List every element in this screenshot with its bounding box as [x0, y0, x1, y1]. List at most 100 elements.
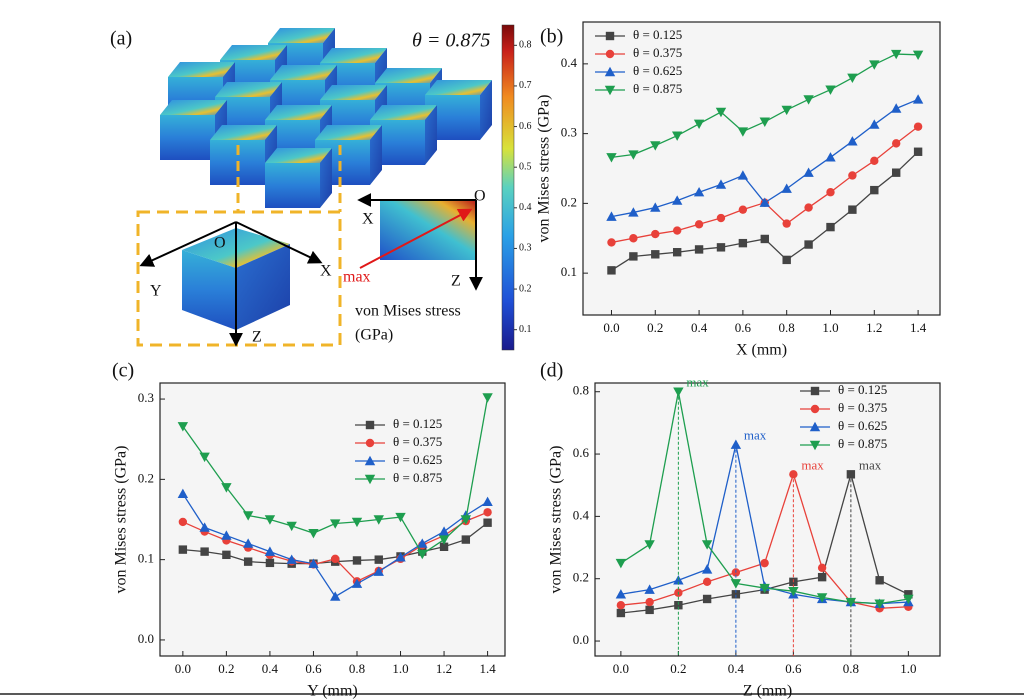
- legend-label: θ = 0.625: [633, 63, 682, 78]
- y-tick-label: 0.4: [561, 55, 578, 70]
- x-tick-label: 0.0: [603, 320, 619, 335]
- cube-face: [370, 125, 382, 185]
- legend-label: θ = 0.125: [393, 416, 442, 431]
- marker: [759, 197, 770, 207]
- marker: [264, 515, 276, 525]
- marker: [650, 202, 661, 212]
- marker: [730, 439, 742, 449]
- x-tick-label: 0.6: [785, 661, 802, 676]
- y-tick-label: 0.6: [573, 445, 590, 460]
- cube-face: [265, 163, 320, 208]
- marker: [616, 608, 626, 618]
- x-tick-label: 0.2: [647, 320, 663, 335]
- marker: [671, 195, 683, 205]
- marker: [395, 552, 406, 562]
- marker: [702, 577, 712, 587]
- marker: [615, 558, 627, 569]
- colorbar-tick-label: 0.3: [519, 243, 532, 254]
- legend-marker: [810, 404, 820, 414]
- legend-label: θ = 0.625: [393, 452, 442, 467]
- marker: [222, 550, 231, 560]
- x-axis-title: X (mm): [736, 342, 787, 359]
- colorbar-tick-label: 0.8: [519, 40, 532, 51]
- x-tick-label: 1.0: [392, 661, 408, 676]
- marker: [826, 188, 835, 197]
- cube-top: [270, 65, 337, 80]
- plot-area: [582, 21, 941, 316]
- axis-letter: X: [362, 211, 374, 228]
- annotation: max: [859, 457, 882, 472]
- marker: [716, 213, 726, 223]
- x-tick-label: 1.4: [479, 661, 496, 676]
- marker: [781, 183, 792, 193]
- y-tick-label: 0.1: [138, 551, 154, 566]
- legend-marker: [364, 455, 376, 466]
- legend-marker: [605, 31, 615, 41]
- colorbar-tick-label: 0.2: [519, 283, 532, 294]
- legend-marker: [364, 474, 376, 485]
- marker: [177, 488, 189, 499]
- marker: [482, 496, 493, 507]
- marker: [803, 167, 814, 177]
- marker: [782, 219, 791, 228]
- marker: [817, 572, 827, 582]
- marker: [200, 547, 209, 556]
- panel-label: (b): [540, 26, 563, 48]
- marker: [912, 50, 924, 60]
- legend-marker: [604, 66, 616, 77]
- marker: [628, 150, 639, 160]
- marker: [904, 590, 913, 599]
- legend-marker: [604, 85, 616, 96]
- legend-label: θ = 0.375: [393, 434, 442, 449]
- marker: [352, 556, 362, 565]
- marker: [826, 222, 835, 232]
- legend-label: θ = 0.875: [838, 436, 887, 451]
- marker: [178, 517, 188, 527]
- x-tick-label: 1.0: [822, 320, 838, 335]
- cube-array: [160, 28, 492, 208]
- marker: [760, 234, 769, 244]
- legend-marker: [809, 421, 821, 432]
- marker: [674, 601, 683, 610]
- marker: [629, 234, 638, 243]
- marker: [606, 153, 617, 163]
- x-tick-label: 0.6: [735, 320, 752, 335]
- y-tick-label: 0.8: [573, 383, 589, 398]
- panel-label: (c): [112, 360, 134, 382]
- marker: [913, 122, 923, 131]
- marker: [242, 538, 254, 548]
- marker: [615, 589, 627, 599]
- x-tick-label: 0.8: [349, 661, 365, 676]
- marker: [616, 601, 626, 610]
- x-tick-label: 0.2: [218, 661, 234, 676]
- marker: [738, 205, 748, 214]
- marker: [759, 583, 770, 594]
- marker: [330, 519, 341, 529]
- legend-label: θ = 0.875: [393, 470, 442, 485]
- y-tick-label: 0.2: [138, 470, 154, 485]
- annotation: max: [801, 457, 824, 472]
- marker: [875, 576, 884, 585]
- y-tick-label: 0.0: [573, 632, 589, 647]
- x-tick-label: 1.0: [900, 661, 916, 676]
- marker: [804, 240, 813, 249]
- panel-label: (a): [110, 28, 132, 50]
- cube-top: [210, 125, 277, 140]
- colorbar: [501, 24, 515, 351]
- marker: [330, 591, 341, 601]
- marker: [308, 558, 319, 568]
- marker: [694, 245, 704, 254]
- marker: [461, 535, 471, 544]
- marker: [242, 511, 254, 521]
- marker: [331, 554, 340, 564]
- marker: [483, 518, 492, 527]
- marker: [308, 528, 319, 539]
- marker: [759, 117, 770, 127]
- marker: [737, 170, 749, 180]
- marker: [781, 105, 792, 116]
- x-tick-label: 0.6: [305, 661, 322, 676]
- marker: [286, 554, 297, 564]
- marker: [804, 203, 813, 212]
- marker: [645, 597, 654, 607]
- colorbar-tick-label: 0.6: [519, 121, 532, 132]
